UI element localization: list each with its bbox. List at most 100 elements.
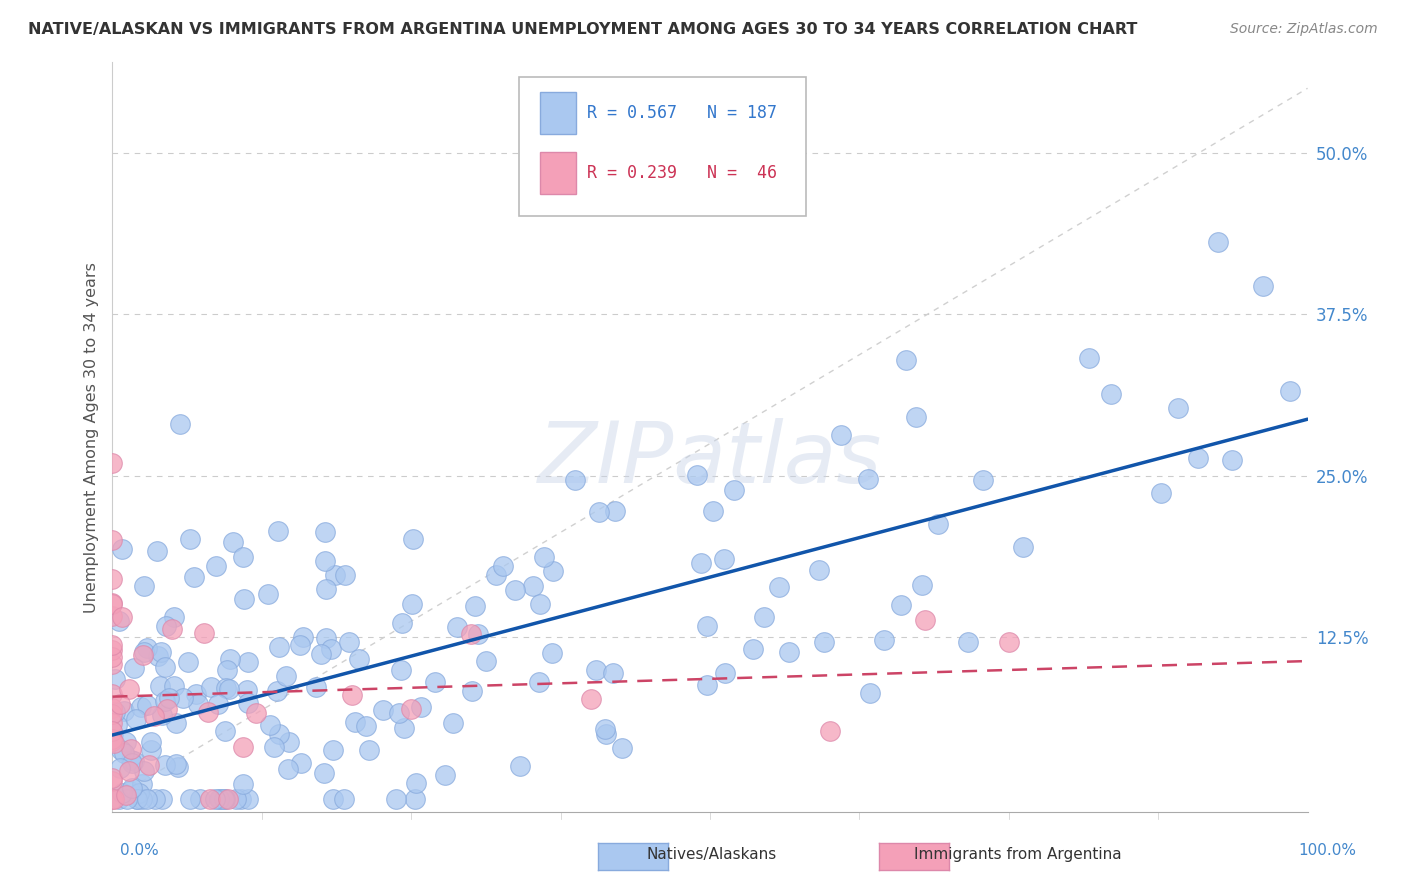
Point (904, 409, 927, 424)
Point (221, 535, 243, 549)
Point (121, 780, 143, 795)
Point (198, 792, 221, 806)
Point (128, 786, 150, 800)
Point (467, 627, 489, 641)
Point (464, 599, 486, 614)
Point (314, 524, 336, 539)
FancyBboxPatch shape (519, 78, 806, 216)
Point (1206, 235, 1229, 249)
Point (103, 705, 125, 719)
Point (259, 718, 281, 732)
Point (404, 792, 426, 806)
Text: Natives/Alaskans: Natives/Alaskans (647, 847, 778, 862)
Point (111, 541, 134, 556)
Point (215, 664, 238, 678)
Point (391, 615, 413, 630)
Text: 0.0%: 0.0% (120, 843, 159, 858)
Point (927, 517, 949, 532)
Point (145, 792, 167, 806)
Point (101, 638, 124, 652)
Point (238, 696, 260, 710)
Point (167, 760, 190, 774)
Point (972, 473, 994, 487)
Point (354, 719, 377, 733)
Point (101, 609, 124, 624)
Point (103, 736, 125, 750)
Point (339, 635, 361, 649)
Point (188, 792, 211, 806)
Point (288, 638, 311, 652)
Point (150, 792, 173, 806)
Point (156, 701, 179, 715)
Point (115, 792, 138, 806)
Point (333, 567, 356, 582)
Point (215, 681, 238, 695)
Point (122, 660, 145, 674)
Text: R = 0.567   N = 187: R = 0.567 N = 187 (586, 104, 778, 122)
Point (125, 712, 148, 726)
Point (998, 635, 1021, 649)
Point (1167, 401, 1189, 416)
Point (118, 681, 141, 696)
Point (132, 648, 155, 663)
Text: 100.0%: 100.0% (1299, 843, 1357, 858)
Point (830, 427, 852, 442)
Point (595, 727, 617, 741)
Point (541, 564, 564, 578)
Point (588, 504, 610, 518)
Point (314, 554, 336, 568)
Point (1099, 387, 1122, 401)
Point (131, 792, 153, 806)
Point (257, 587, 280, 601)
Point (183, 570, 205, 584)
Point (162, 622, 183, 636)
Point (207, 698, 229, 712)
Point (333, 792, 356, 806)
Point (179, 533, 201, 547)
Point (269, 640, 291, 654)
Point (150, 645, 173, 659)
Point (890, 599, 912, 613)
Point (401, 702, 423, 716)
Point (315, 582, 337, 596)
Point (602, 666, 624, 681)
Point (145, 544, 167, 558)
Point (204, 792, 226, 806)
Point (1078, 351, 1101, 366)
Point (165, 715, 187, 730)
Point (157, 691, 180, 706)
Point (1187, 450, 1209, 465)
Point (754, 610, 776, 624)
Point (485, 567, 508, 582)
Point (533, 550, 555, 565)
Point (169, 417, 191, 431)
Point (305, 680, 328, 694)
Point (115, 788, 138, 802)
Point (101, 687, 124, 701)
Point (686, 468, 709, 483)
Point (101, 774, 124, 789)
Point (101, 792, 124, 806)
Point (209, 792, 232, 806)
Point (702, 503, 724, 517)
Point (610, 741, 633, 756)
Point (139, 742, 162, 756)
Point (714, 666, 737, 681)
Point (503, 583, 526, 598)
Point (120, 783, 142, 797)
Point (813, 634, 835, 648)
Point (110, 743, 132, 757)
Point (593, 722, 616, 736)
Point (343, 715, 366, 730)
Point (319, 642, 342, 657)
Point (208, 792, 231, 806)
Point (914, 614, 936, 628)
Point (125, 792, 148, 806)
Point (138, 757, 160, 772)
Point (309, 647, 332, 661)
Point (225, 792, 247, 806)
Point (461, 684, 484, 698)
Point (142, 708, 165, 723)
Point (315, 631, 337, 645)
Point (474, 654, 496, 668)
